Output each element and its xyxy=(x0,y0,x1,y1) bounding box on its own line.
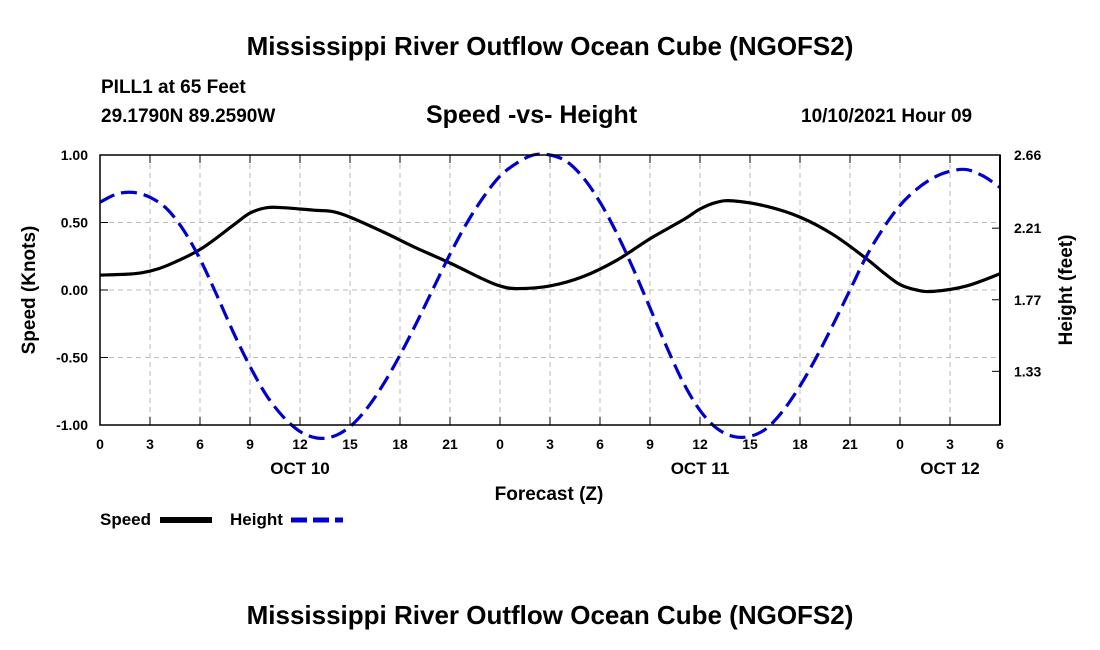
y-tick-label: 1.00 xyxy=(61,147,88,163)
x-tick-label: 18 xyxy=(792,436,808,452)
page-title-top: Mississippi River Outflow Ocean Cube (NG… xyxy=(246,31,854,61)
x-tick-label: 12 xyxy=(292,436,308,452)
y2-tick-label: 1.33 xyxy=(1014,363,1041,379)
x-tick-label: 6 xyxy=(996,436,1004,452)
x-tick-label: 12 xyxy=(692,436,708,452)
y-tick-label: 0.00 xyxy=(61,282,88,298)
x-tick-label: 6 xyxy=(196,436,204,452)
x-tick-label: 0 xyxy=(496,436,504,452)
y-tick-label: -1.00 xyxy=(56,417,88,433)
x-tick-label: 15 xyxy=(342,436,358,452)
y-axis-title: Speed (Knots) xyxy=(19,226,40,355)
x-tick-label: 3 xyxy=(146,436,154,452)
x-tick-label: 21 xyxy=(842,436,858,452)
height-series-line xyxy=(99,152,1001,440)
station-label: PILL1 at 65 Feet xyxy=(101,77,246,98)
x-tick-label: 21 xyxy=(442,436,458,452)
x-tick-label: 9 xyxy=(246,436,254,452)
x-date-label: OCT 10 xyxy=(270,459,330,478)
station-coords: 29.1790N 89.2590W xyxy=(101,106,276,127)
x-tick-label: 0 xyxy=(896,436,904,452)
legend-speed-label: Speed xyxy=(100,510,151,529)
y2-tick-label: 2.66 xyxy=(1014,147,1041,163)
x-tick-label: 9 xyxy=(646,436,654,452)
y-tick-label: -0.50 xyxy=(56,350,88,366)
chart-subtitle: Speed -vs- Height xyxy=(426,101,638,129)
y2-tick-label: 1.77 xyxy=(1014,292,1041,308)
x-tick-label: 3 xyxy=(946,436,954,452)
x-tick-label: 0 xyxy=(96,436,104,452)
series xyxy=(99,152,1001,440)
y-tick-label: 0.50 xyxy=(61,215,88,231)
axis-labels: 0 3 6 9 12 15 18 21 0 3 6 9 12 15 18 21 0 3 6 OCT 10 OCT 11 O… xyxy=(56,147,1041,478)
y2-axis-title: Height (feet) xyxy=(1056,235,1077,346)
x-tick-label: 6 xyxy=(596,436,604,452)
page-title-bottom: Mississippi River Outflow Ocean Cube (NG… xyxy=(246,600,854,630)
x-tick-label: 3 xyxy=(546,436,554,452)
legend-height-label: Height xyxy=(230,510,283,529)
grid xyxy=(99,154,1001,426)
forecast-datetime: 10/10/2021 Hour 09 xyxy=(801,106,973,127)
x-date-label: OCT 12 xyxy=(920,459,980,478)
y2-tick-label: 2.21 xyxy=(1014,220,1041,236)
x-tick-label: 18 xyxy=(392,436,408,452)
x-axis-title: Forecast (Z) xyxy=(495,484,604,505)
x-tick-label: 15 xyxy=(742,436,758,452)
x-date-label: OCT 11 xyxy=(671,459,730,478)
